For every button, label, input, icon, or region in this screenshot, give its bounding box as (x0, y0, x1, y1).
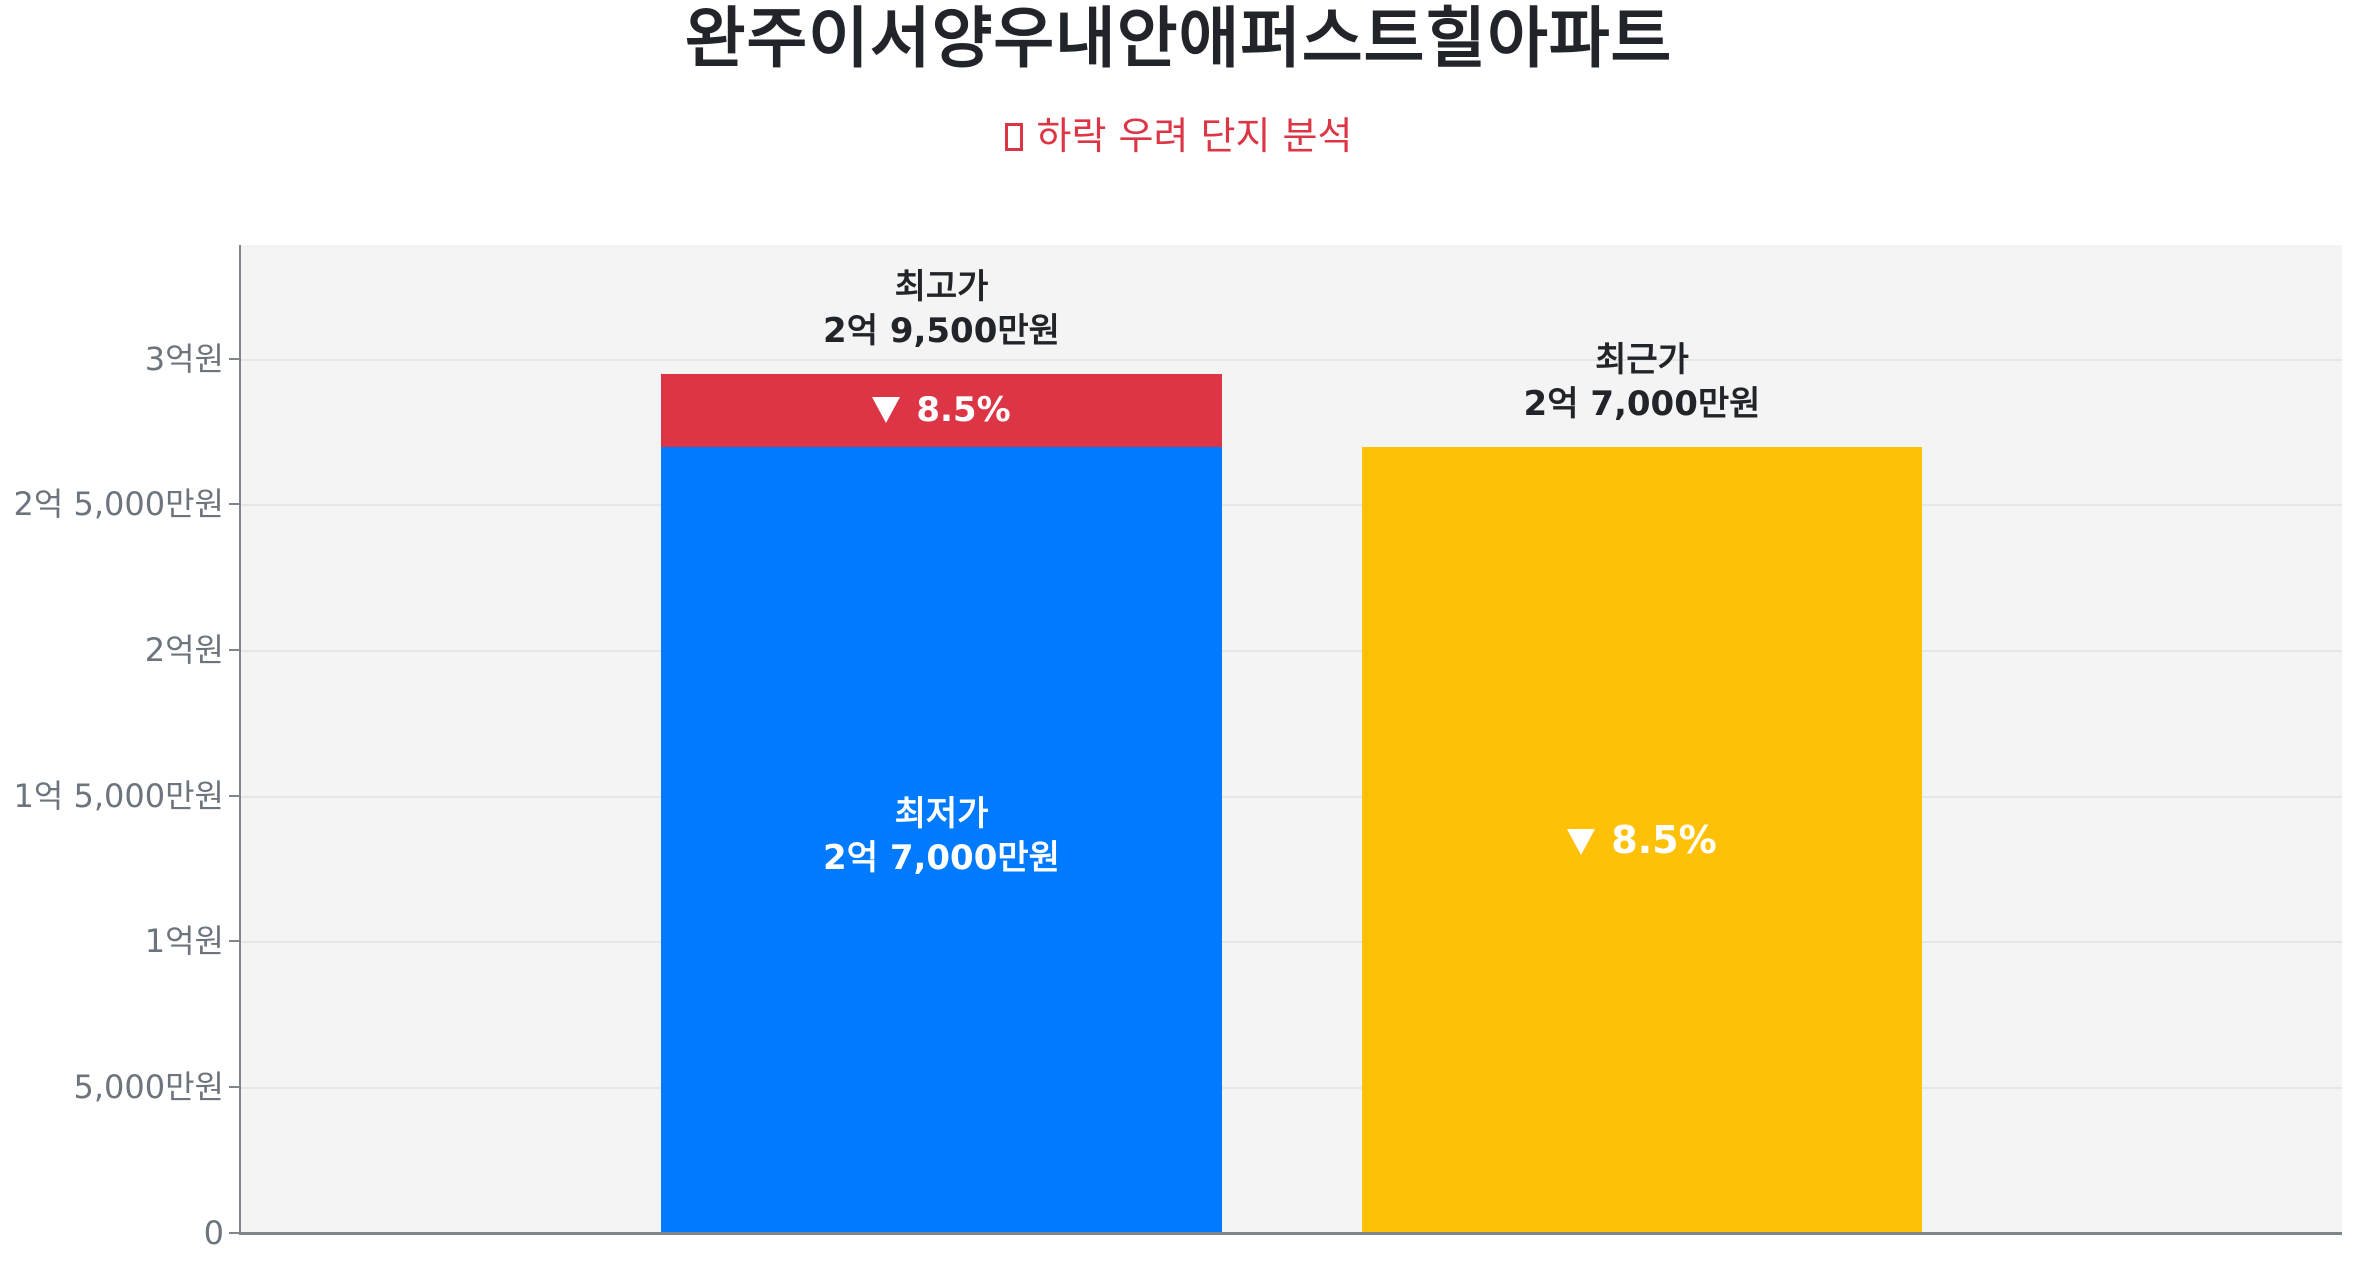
y-tick-label: 5,000만원 (73, 1068, 225, 1106)
y-axis (239, 245, 241, 1235)
peak-drop-value: 8.5% (916, 390, 1011, 430)
y-tick-label: 2억 5,000만원 (13, 485, 224, 523)
down-triangle-icon (872, 397, 901, 423)
peak-drop-label: 8.5% (661, 388, 1222, 432)
recent-value: 2억 7,000만원 (1523, 384, 1761, 424)
gridline (241, 650, 2342, 652)
bar-lowest-price (661, 447, 1222, 1233)
gridline (241, 504, 2342, 506)
y-tick-label: 2억원 (144, 631, 224, 669)
lowest-label: 최저가 2억 7,000만원 (661, 792, 1222, 880)
y-tick (229, 358, 239, 360)
gridline (241, 796, 2342, 798)
recent-label: 최근가 2억 7,000만원 (1362, 338, 1922, 426)
y-tick (229, 503, 239, 505)
chart-subtitle: 하락 우려 단지 분석 (0, 108, 2357, 164)
lowest-value: 2억 7,000만원 (823, 838, 1060, 878)
gridline (241, 941, 2342, 943)
plot-area (241, 245, 2342, 1233)
lowest-name: 최저가 (894, 794, 989, 834)
peak-label: 최고가 2억 9,500만원 (661, 265, 1222, 353)
y-tick (229, 1232, 239, 1234)
gridline (241, 359, 2342, 361)
recent-drop-value: 8.5% (1611, 818, 1717, 862)
y-tick (229, 1086, 239, 1088)
recent-drop-label: 8.5% (1362, 818, 1922, 862)
bar-recent-price (1362, 447, 1922, 1233)
y-tick-label: 1억원 (144, 922, 224, 960)
y-tick (229, 940, 239, 942)
chart-down-icon (1004, 123, 1023, 151)
peak-name: 최고가 (894, 267, 989, 307)
recent-name: 최근가 (1595, 340, 1689, 380)
y-tick-label: 1억 5,000만원 (13, 777, 224, 815)
chart-title: 완주이서양우내안애퍼스트힐아파트 (684, 0, 1673, 77)
y-tick (229, 795, 239, 797)
subtitle-text: 하락 우려 단지 분석 (1036, 114, 1353, 158)
y-tick-label: 0 (203, 1214, 224, 1252)
down-triangle-icon (1567, 829, 1596, 855)
bar-drop-segment (661, 374, 1222, 447)
peak-value: 2억 9,500만원 (823, 311, 1060, 351)
y-tick-label: 3억원 (144, 340, 224, 378)
x-axis (239, 1232, 2342, 1235)
gridline (241, 1087, 2342, 1089)
y-tick (229, 649, 239, 651)
